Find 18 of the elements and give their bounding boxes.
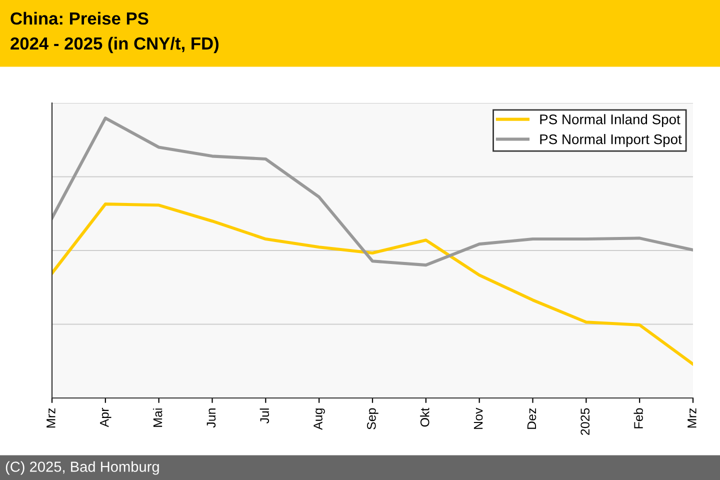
x-tick-label: Nov — [474, 408, 483, 429]
x-tick-label: Mrz — [46, 408, 56, 428]
chart-subtitle: 2024 - 2025 (in CNY/t, FD) — [10, 36, 218, 54]
legend-label: PS Normal Inland Spot — [540, 114, 680, 128]
x-tick-label: Jul — [260, 408, 270, 424]
x-tick-label: Jun — [206, 408, 216, 428]
chart-title: China: Preise PS — [10, 12, 148, 25]
legend-label: PS Normal Import Spot — [540, 134, 682, 147]
x-tick-label: Dez — [527, 408, 536, 429]
x-tick-label: Mrz — [688, 408, 696, 428]
x-tick-label: Feb — [634, 408, 643, 428]
text: (C) 2025, Bad Homburg — [6, 461, 159, 475]
x-tick-label: Okt — [420, 408, 430, 427]
x-tick-label: Mai — [153, 408, 162, 427]
x-tick-label: 2025 — [580, 408, 590, 435]
x-tick-label: Apr — [100, 408, 112, 428]
x-tick-label: Aug — [314, 408, 325, 430]
x-tick-label: Sep — [367, 408, 378, 430]
